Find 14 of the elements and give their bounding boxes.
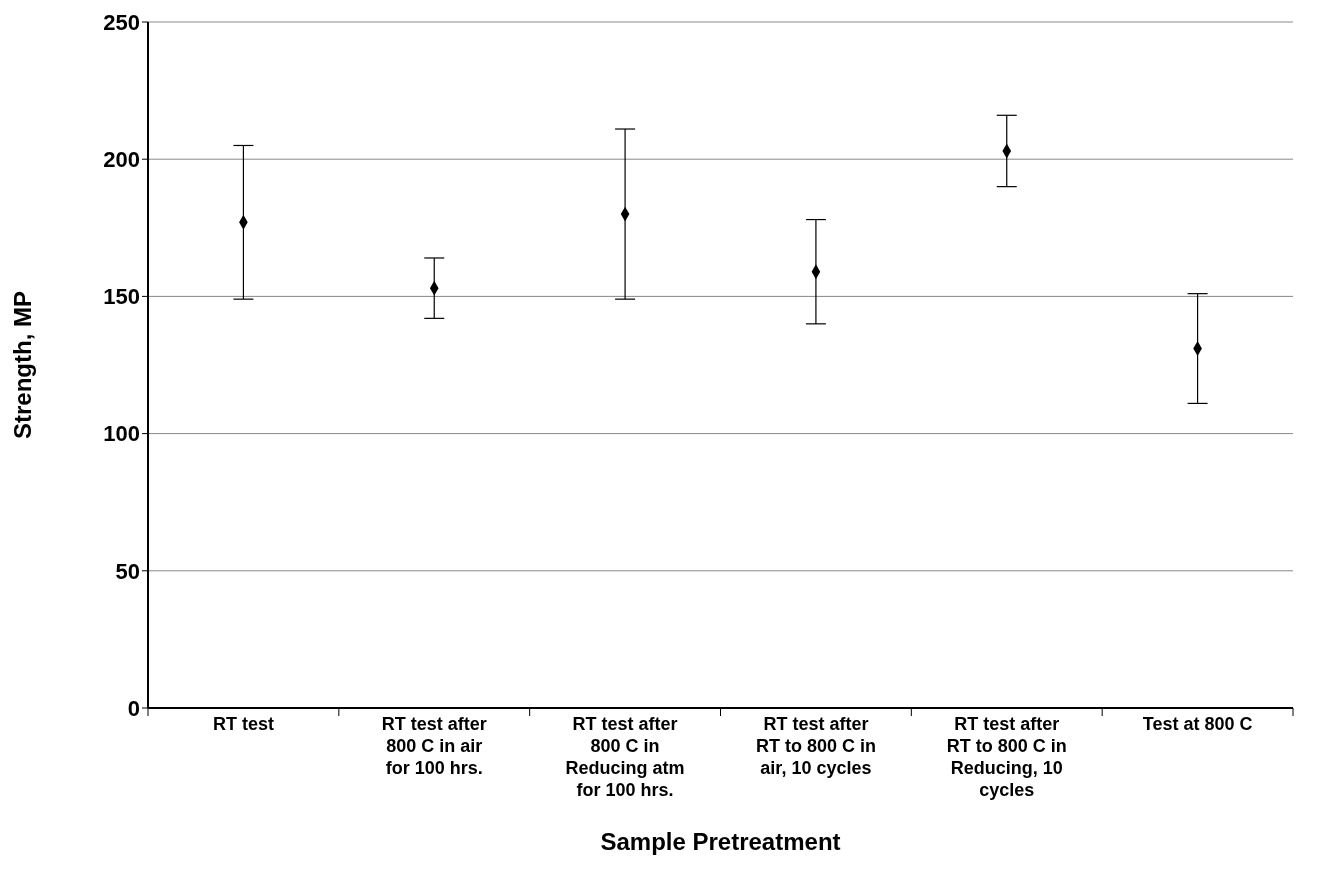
x-tick-label: RT test after 800 C in air for 100 hrs. [381, 714, 487, 778]
x-tick-label: RT test after RT to 800 C in air, 10 cycles [755, 714, 876, 778]
y-axis-title: Strength, MP [8, 291, 36, 439]
y-tick-label: 0 [127, 695, 140, 721]
x-tick-label: RT test after 800 C in Reducing atm for 100 hrs. [565, 714, 685, 800]
y-tick-label: 150 [103, 284, 140, 310]
y-tick-label: 100 [103, 421, 140, 447]
x-tick-label: Test at 800 C [1142, 714, 1253, 734]
x-axis-title: Sample Pretreatment [600, 828, 841, 855]
y-tick-label: 200 [103, 147, 140, 173]
x-tick-label: RT test [212, 714, 274, 734]
y-tick-label: 50 [115, 558, 140, 584]
y-tick-label: 250 [103, 9, 140, 35]
x-tick-label: RT test after RT to 800 C in Reducing, 10 cycles [946, 714, 1067, 800]
